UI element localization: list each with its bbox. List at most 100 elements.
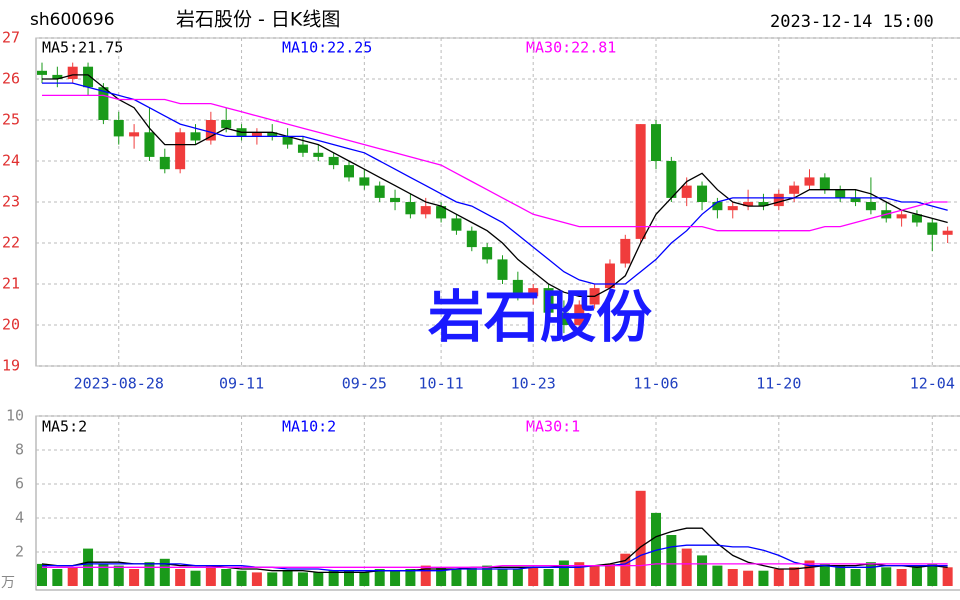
y-tick-label: 25 [2,111,20,129]
ma-line [42,82,948,285]
volume-bar [390,570,401,586]
volume-bar [635,490,646,586]
candle-body [497,259,508,280]
candle-body [558,312,569,325]
volume-bar [574,562,585,586]
candle-body [512,279,523,297]
x-tick-label: 10-11 [419,375,464,393]
x-tick-label: 11-20 [756,375,801,393]
symbol: sh600696 [30,10,115,30]
volume-bar [604,563,615,586]
volume-bar [927,563,938,586]
candle-body [574,304,585,325]
candle-body [681,185,692,198]
candle-body [374,185,385,198]
candle-body [221,120,232,129]
volume-bar [896,569,907,586]
volume-bar [405,569,416,586]
candle-body [850,197,861,202]
candle-body [835,189,846,198]
volume-bar [558,560,569,586]
candle-body [773,193,784,207]
volume-bar [175,569,186,586]
candle-body [420,206,431,215]
candle-body [911,214,922,223]
candle-body [604,263,615,289]
volume-bar [436,567,447,586]
watermark: 岩石股份 [428,285,652,351]
volume-bar [221,569,232,586]
volume-bar [282,570,293,586]
ma-line [42,563,948,568]
volume-bar [482,565,493,586]
candle-body [865,202,876,211]
volume-bar [804,560,815,586]
candle-body [390,197,401,202]
volume-bar [743,570,754,586]
candle-body [282,136,293,145]
x-tick-label: 2023-08-28 [74,375,164,393]
vol-legend-ma5: MA5:2 [42,418,87,436]
candle-body [267,132,278,137]
vol-legend-ma10: MA10:2 [282,418,336,436]
candle-body [144,132,155,157]
y-tick-label: 23 [2,193,20,211]
volume-bar [113,565,124,586]
y-tick-label: 26 [2,70,20,88]
volume-bar [697,555,708,586]
volume-bar [251,572,262,586]
candle-body [113,120,124,137]
candle-body [297,144,308,153]
volume-bar [712,565,723,586]
volume-bar [144,562,155,586]
volume-bar [37,563,47,586]
candle-body [482,247,493,260]
volume-bar [835,565,846,586]
candle-body [727,206,738,211]
candle-body [405,202,416,215]
candle-body [743,202,754,207]
volume-bar [773,569,784,586]
legend-ma5: MA5:21.75 [42,39,123,57]
volume-bar [497,569,508,586]
volume-bar [328,570,339,586]
candle-body [466,230,477,248]
volume-bar [620,553,631,586]
v-tick-label: 4 [15,509,24,527]
volume-bar [420,565,431,586]
volume-bar [52,569,63,586]
volume-bar [374,569,385,586]
x-tick-label: 10-23 [511,375,556,393]
candle-body [543,288,554,313]
candle-body [712,202,723,211]
candle-body [359,177,370,186]
ma-line [42,74,948,297]
candle-body [620,238,631,264]
volume-bar [727,569,738,586]
candle-body [328,156,339,166]
volume-bar [159,558,170,586]
volume-bar [789,567,800,586]
candle-body [205,120,216,141]
candle-body [313,152,324,157]
candle-body [896,214,907,219]
candle-body [927,222,938,235]
legend-ma10: MA10:22.25 [282,39,372,57]
x-tick-label: 12-04 [910,375,955,393]
ma-line [42,94,948,232]
volume-bar [881,567,892,586]
y-tick-label: 24 [2,152,20,170]
candle-body [344,165,354,178]
candle-body [98,87,109,120]
candle-body [52,74,63,79]
volume-bar [67,567,78,586]
volume-bar [98,563,109,586]
candle-body [67,66,78,79]
candle-body [37,70,47,75]
candle-body [819,177,830,190]
candle-body [651,124,661,161]
y-tick-label: 19 [2,357,20,375]
volume-bar [359,572,370,586]
